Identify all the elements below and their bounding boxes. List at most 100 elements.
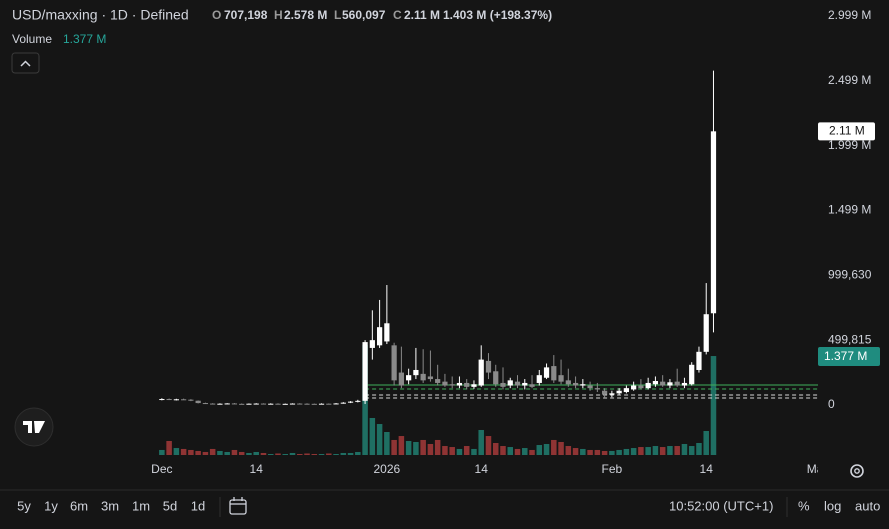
volume-bar (543, 444, 550, 455)
volume-bar (580, 448, 586, 455)
candle-body (478, 359, 484, 386)
range-button[interactable]: 1y (44, 498, 58, 513)
candle-body (471, 384, 477, 387)
volume-bar (333, 453, 339, 455)
candle-body (188, 399, 194, 401)
candle-body (304, 403, 310, 405)
log-toggle[interactable]: log (824, 498, 841, 513)
volume-bar (478, 429, 484, 455)
candle-body (340, 402, 346, 404)
candle-body (195, 400, 201, 404)
volume-bar (616, 449, 622, 455)
volume-bar (405, 440, 412, 455)
volume-bar (703, 430, 709, 455)
volume-bar (246, 452, 252, 455)
candle-body (311, 403, 317, 405)
candle-body (376, 327, 383, 346)
symbol-title: USD/maxxing · 1D · Defined (12, 7, 189, 23)
settings-icon[interactable] (850, 464, 864, 478)
collapse-button[interactable] (11, 52, 40, 74)
volume-bar (609, 450, 615, 455)
candle-body (609, 393, 615, 395)
candle-body (594, 388, 600, 390)
volume-bar (522, 448, 528, 455)
y-tick-label: 2.499 M (828, 73, 871, 87)
candle-body (543, 367, 550, 378)
candle-body (297, 403, 303, 405)
tv-logo[interactable] (14, 407, 54, 447)
candle-body (529, 384, 535, 387)
volume-bar (267, 453, 274, 455)
candle-body (710, 131, 717, 314)
candle-body (173, 399, 179, 401)
candle-body (181, 399, 187, 401)
candle-body (660, 381, 666, 386)
candle-body (347, 401, 354, 403)
volume-bar (275, 453, 281, 455)
volume-bar (159, 449, 165, 455)
candle-body (558, 375, 564, 382)
volume-bar (318, 453, 325, 455)
legend-open: 707,198 (224, 8, 268, 22)
volume-price-label: 1.377 M (824, 349, 867, 363)
candle-body (268, 403, 274, 405)
candle-body (645, 382, 651, 389)
candle-body (369, 340, 375, 348)
candle-body (275, 403, 281, 405)
candle-body (631, 385, 637, 390)
x-tick-label: Ma (807, 462, 824, 476)
volume-label: Volume (12, 32, 52, 46)
overlay: 0 499,815 999,630 1.499 M 1.999 M 2.499 M 2.99… (818, 8, 880, 411)
volume-bar (492, 442, 499, 455)
volume-bar (347, 452, 354, 455)
y-tick-label: 0 (828, 397, 835, 411)
volume-bar (398, 436, 405, 455)
auto-toggle[interactable]: auto (855, 498, 880, 513)
range-button[interactable]: 5y (17, 498, 31, 513)
volume-bar (514, 448, 521, 455)
volume-bar (355, 451, 361, 455)
plot-area: Dec 14 2026 14 Feb 14 Ma (151, 70, 824, 476)
volume-bar (601, 450, 608, 455)
volume-bar (413, 441, 419, 455)
volume-bar (188, 449, 194, 455)
range-button[interactable]: 1d (191, 498, 205, 513)
volume-bar (384, 431, 390, 455)
volume-bar (304, 453, 310, 455)
range-button[interactable]: 3m (101, 498, 119, 513)
x-tick-label: 14 (475, 462, 489, 476)
percent-toggle[interactable]: % (798, 498, 810, 513)
volume-bar (427, 444, 434, 455)
candle-body (406, 375, 412, 381)
range-button[interactable]: 5d (163, 498, 177, 513)
candle-body (464, 382, 470, 387)
candle-body (289, 403, 296, 405)
volume-bar (659, 447, 666, 455)
candle-body (572, 382, 579, 386)
volume-bar (420, 439, 426, 455)
volume-bar (311, 453, 318, 455)
volume-value: 1.377 M (63, 32, 106, 46)
volume-bar (209, 448, 216, 455)
candle-body (674, 381, 680, 386)
volume-bar (463, 446, 470, 455)
candle-body (159, 399, 165, 401)
candle-body (587, 385, 593, 389)
candle-body (565, 380, 571, 385)
range-button[interactable]: 6m (70, 498, 88, 513)
volume-bar (297, 453, 303, 455)
volume-bar (594, 449, 601, 455)
range-button[interactable]: 1m (132, 498, 150, 513)
volume-bar (710, 356, 717, 455)
date-range-icon[interactable] (229, 497, 247, 515)
candle-body (601, 390, 608, 395)
volume-bar (507, 447, 514, 455)
candle-body (384, 323, 390, 342)
volume-bar (224, 451, 230, 455)
candle-body (507, 380, 513, 386)
candle-body (260, 403, 267, 405)
volume-bar (572, 448, 579, 455)
volume-bar (681, 444, 688, 455)
candle-body (616, 390, 622, 394)
volume-price-box (818, 347, 880, 367)
